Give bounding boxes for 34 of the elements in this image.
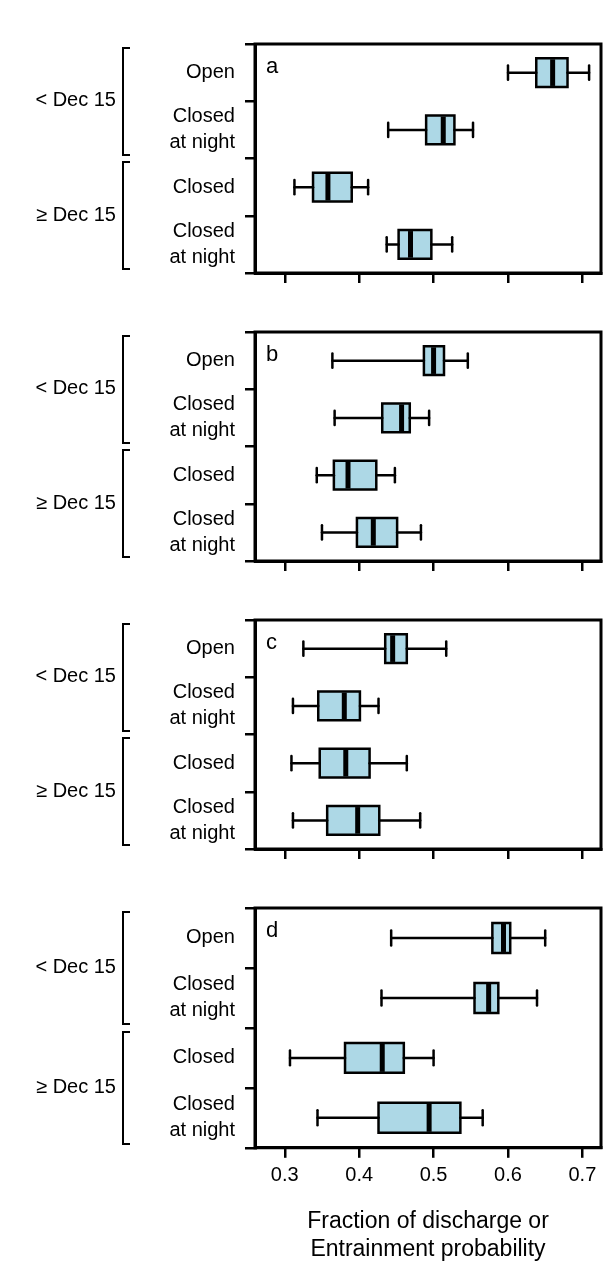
y-tick-label: Open — [186, 636, 235, 659]
text: < Dec 15 — [34, 376, 116, 400]
text: < Dec 15 — [34, 88, 116, 112]
y-tick-label: Open — [186, 348, 235, 371]
text: ≥ Dec 15 — [35, 778, 116, 802]
annotation: a — [266, 53, 279, 79]
text: < Dec 15 — [34, 954, 116, 978]
y-tick-label: Closed at night — [169, 1092, 236, 1141]
x-axis-title: Fraction of discharge or Entrainment probability — [307, 1206, 550, 1261]
y-tick-label: Closed at night — [169, 506, 236, 555]
x-tick-label: 0.3 — [270, 1163, 299, 1186]
x-tick-label: 0.5 — [419, 1163, 448, 1186]
x-tick-label: 0.6 — [494, 1163, 522, 1186]
y-tick-label: Closed at night — [169, 794, 236, 843]
y-tick-label: Closed at night — [169, 104, 236, 153]
x-tick-label: 0.4 — [345, 1163, 374, 1186]
text: ≥ Dec 15 — [35, 490, 116, 514]
y-tick-label: Closed at night — [169, 680, 236, 729]
x-tick-label: 0.7 — [568, 1163, 597, 1186]
text: < Dec 15 — [34, 664, 116, 688]
y-tick-label: Open — [186, 60, 235, 83]
annotation: c — [266, 629, 277, 655]
y-tick-label: Closed at night — [169, 392, 236, 441]
y-tick-label: Open — [186, 925, 235, 948]
y-tick-label: Closed at night — [169, 218, 236, 267]
y-tick-label: Closed — [172, 1045, 235, 1068]
y-tick-label: Closed — [172, 174, 235, 197]
y-tick-label: Closed at night — [169, 972, 236, 1021]
text: ≥ Dec 15 — [35, 1074, 116, 1098]
y-tick-label: Closed — [172, 462, 235, 485]
y-tick-label: Closed — [172, 750, 235, 773]
text: ≥ Dec 15 — [35, 202, 116, 226]
annotation: d — [266, 917, 279, 943]
annotation: b — [266, 341, 279, 367]
